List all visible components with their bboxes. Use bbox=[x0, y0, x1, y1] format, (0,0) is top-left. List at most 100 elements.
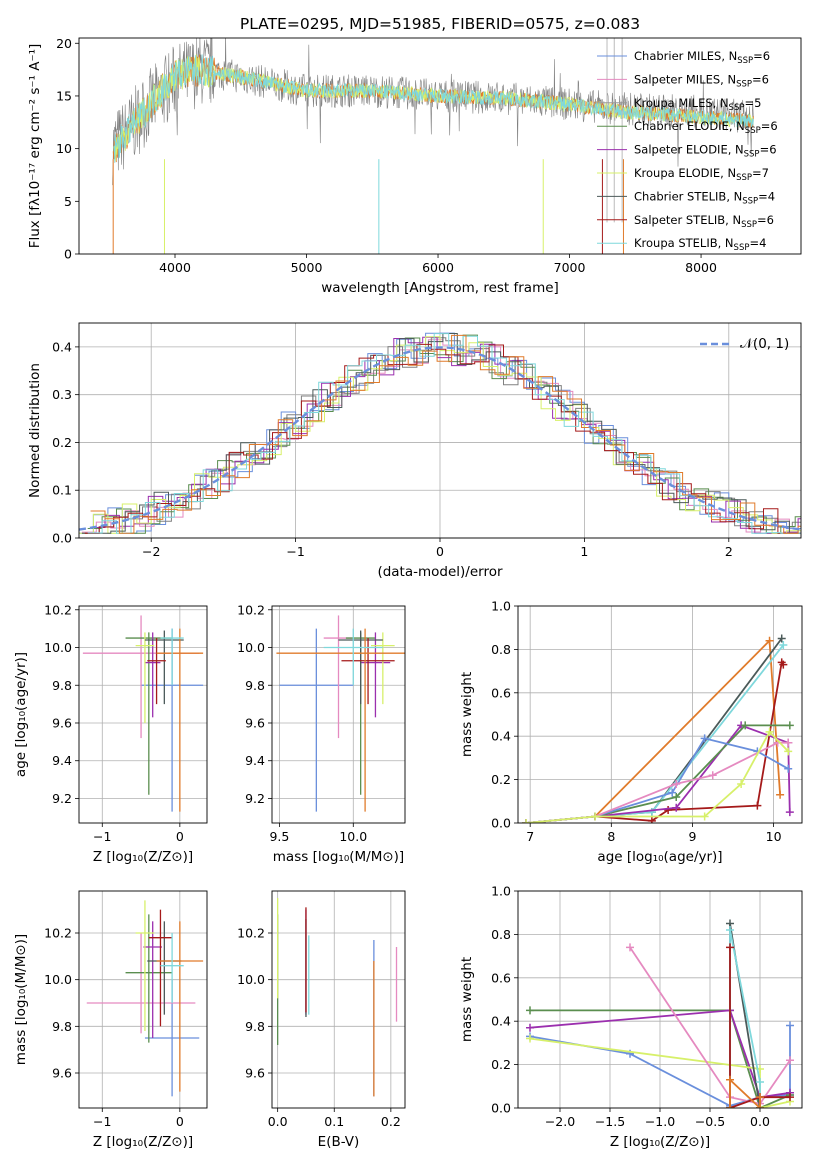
y-tick-label: 0.8 bbox=[491, 642, 511, 657]
y-tick-label: 9.6 bbox=[245, 715, 265, 730]
series-marker bbox=[626, 943, 634, 952]
mass_weight_vs_age-axes: 7 8 9 10 0.0 0.2 0.4 0.6 0.8 1.0 age [log₁₀(age/yr… bbox=[459, 599, 803, 865]
y-axis-label: age [log₁₀(age/yr)] bbox=[13, 652, 29, 777]
series-marker bbox=[700, 812, 709, 821]
x-tick-label: 0 bbox=[176, 829, 184, 844]
y-tick-label: 15 bbox=[56, 88, 72, 103]
spectrum-axes: 4000 5000 6000 7000 8000 0 5 10 15 20 wavelength [… bbox=[27, 36, 802, 296]
series-line bbox=[729, 947, 790, 1108]
y-axis-label: mass weight bbox=[459, 672, 475, 757]
errorbar-point bbox=[160, 933, 184, 1003]
errorbar-point bbox=[338, 630, 383, 705]
series-line bbox=[526, 724, 790, 823]
y-tick-label: 9.4 bbox=[52, 753, 72, 768]
y-tick-label: 10.0 bbox=[237, 640, 265, 655]
series-marker bbox=[756, 1104, 764, 1108]
age_vs_Z-plot bbox=[82, 615, 204, 812]
x-tick-label: −1.0 bbox=[645, 1114, 675, 1129]
series-marker bbox=[737, 779, 746, 788]
series-marker bbox=[786, 1093, 794, 1102]
y-tick-label: 10 bbox=[56, 141, 72, 156]
x-axis-label: wavelength [Angstrom, rest frame] bbox=[321, 280, 559, 296]
histogram-series bbox=[81, 339, 801, 534]
series-line bbox=[629, 946, 791, 1105]
x-tick-label: −1 bbox=[286, 544, 304, 559]
errorbar-point bbox=[371, 632, 395, 705]
axes-frame bbox=[517, 605, 803, 824]
y-tick-label: 9.2 bbox=[245, 791, 265, 806]
y-tick-label: 0.3 bbox=[52, 387, 72, 402]
x-tick-label: −2.0 bbox=[545, 1114, 575, 1129]
y-tick-label: 0.6 bbox=[491, 970, 511, 985]
series-marker bbox=[726, 1104, 734, 1108]
series-marker bbox=[726, 943, 734, 952]
x-tick-label: 1 bbox=[580, 544, 588, 559]
y-tick-label: 9.6 bbox=[245, 1066, 265, 1081]
y-axis-label: mass [log₁₀(M/M⊙)] bbox=[13, 934, 29, 1065]
age_vs_mass-plot bbox=[276, 615, 405, 812]
mass_weight_vs_Z-plot bbox=[526, 919, 794, 1108]
series-marker bbox=[708, 771, 717, 780]
legend-label: Kroupa MILES, NSSP=5 bbox=[634, 96, 761, 113]
y-tick-label: 9.6 bbox=[52, 1066, 72, 1081]
y-tick-label: 0.8 bbox=[491, 927, 511, 942]
errorbar-point bbox=[143, 921, 163, 1038]
y-tick-label: 9.8 bbox=[52, 678, 72, 693]
y-axis-label: mass weight bbox=[459, 957, 475, 1042]
errorbar-point bbox=[147, 638, 166, 705]
x-tick-label: −1 bbox=[93, 1114, 111, 1129]
series-line bbox=[529, 1025, 791, 1107]
y-tick-label: 0.2 bbox=[491, 1057, 511, 1072]
series-marker bbox=[785, 808, 794, 817]
y-tick-label: 0.0 bbox=[52, 531, 72, 546]
axes-frame bbox=[517, 890, 803, 1109]
mass_vs_Z-plot bbox=[86, 900, 204, 1097]
y-tick-label: 0 bbox=[64, 247, 72, 262]
series-marker bbox=[672, 779, 681, 788]
series-marker bbox=[700, 734, 709, 743]
y-tick-label: 20 bbox=[56, 36, 72, 51]
series-marker bbox=[776, 790, 785, 799]
x-axis-label: mass [log₁₀(M/M⊙)] bbox=[273, 849, 404, 865]
legend-label: Chabrier ELODIE, NSSP=6 bbox=[634, 119, 778, 136]
x-tick-label: 0.2 bbox=[381, 1114, 401, 1129]
y-tick-label: 9.4 bbox=[245, 753, 265, 768]
x-tick-label: 9 bbox=[688, 829, 696, 844]
series-marker bbox=[647, 808, 656, 817]
axes-frame bbox=[271, 890, 406, 1109]
legend-label: Chabrier MILES, NSSP=6 bbox=[634, 49, 770, 66]
y-tick-label: 0.4 bbox=[491, 729, 511, 744]
legend-label: Salpeter ELODIE, NSSP=6 bbox=[634, 143, 777, 160]
y-tick-label: 10.2 bbox=[44, 926, 72, 941]
x-tick-label: 0.0 bbox=[750, 1114, 770, 1129]
errorbar-point bbox=[276, 628, 405, 812]
x-axis-label: Z [log₁₀(Z/Z⊙)] bbox=[610, 1134, 710, 1150]
normal-curve bbox=[79, 346, 801, 531]
series-marker bbox=[726, 926, 734, 935]
series-line bbox=[526, 644, 785, 823]
y-axis-label: Normed distribution bbox=[27, 363, 43, 498]
series-marker bbox=[664, 805, 673, 814]
series-marker bbox=[765, 727, 774, 736]
y-tick-label: 10.2 bbox=[44, 602, 72, 617]
x-tick-label: 9.5 bbox=[269, 829, 289, 844]
y-tick-label: 5 bbox=[64, 194, 72, 209]
axes-frame bbox=[78, 322, 802, 539]
series-marker bbox=[672, 803, 681, 812]
x-axis-label: Z [log₁₀(Z/Z⊙)] bbox=[93, 849, 193, 865]
errorbar-point bbox=[86, 933, 196, 1034]
x-tick-label: −0.5 bbox=[695, 1114, 725, 1129]
series-marker bbox=[784, 738, 793, 747]
series-marker bbox=[784, 747, 793, 756]
x-tick-label: 10.0 bbox=[339, 829, 367, 844]
series-marker bbox=[741, 721, 750, 730]
y-tick-label: 9.8 bbox=[52, 1019, 72, 1034]
series-marker bbox=[779, 641, 788, 650]
series-marker bbox=[668, 788, 677, 797]
x-tick-label: 0.0 bbox=[268, 1114, 288, 1129]
series-marker bbox=[765, 636, 774, 645]
series-line bbox=[526, 638, 781, 823]
y-tick-label: 10.2 bbox=[237, 602, 265, 617]
